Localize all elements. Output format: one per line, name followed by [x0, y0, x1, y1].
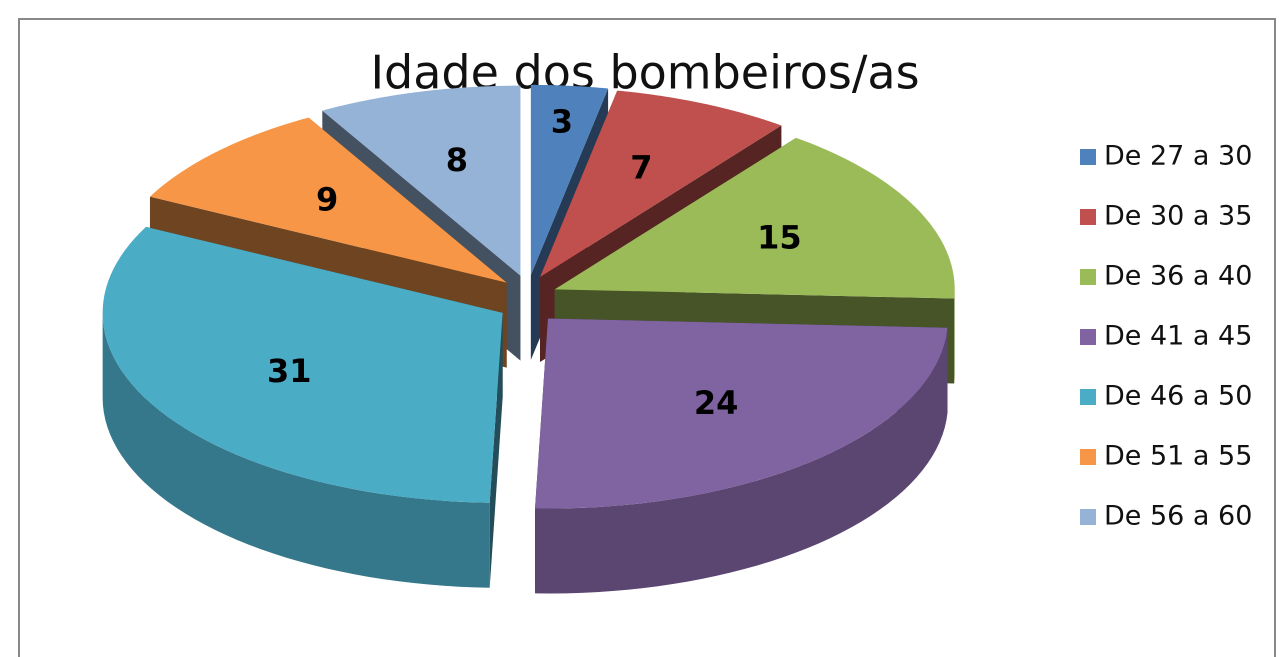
legend-label: De 41 a 45 [1104, 321, 1252, 352]
slice-wall [102, 312, 490, 588]
data-label: 8 [446, 141, 468, 179]
slice-top [540, 90, 782, 278]
data-label: 9 [316, 180, 338, 218]
legend-swatch [1080, 209, 1096, 225]
data-label: 31 [267, 352, 312, 390]
data-label: 7 [630, 148, 652, 186]
slice-top [149, 117, 507, 283]
legend-swatch [1080, 449, 1096, 465]
legend-swatch [1080, 329, 1096, 345]
slice-top [530, 84, 609, 275]
legend-swatch [1080, 269, 1096, 285]
data-label: 15 [757, 218, 802, 256]
slice-top [535, 318, 948, 509]
legend-label: De 30 a 35 [1104, 201, 1252, 232]
legend-label: De 27 a 30 [1104, 141, 1252, 172]
slice-top [554, 137, 955, 299]
legend-swatch [1080, 149, 1096, 165]
legend-swatch [1080, 509, 1096, 525]
legend-swatch [1080, 389, 1096, 405]
legend-label: De 36 a 40 [1104, 261, 1252, 292]
legend-label: De 56 a 60 [1104, 501, 1252, 532]
slice [535, 318, 948, 594]
legend-label: De 51 a 55 [1104, 441, 1252, 472]
data-label: 3 [551, 103, 573, 141]
slice [102, 226, 503, 588]
slice-top [322, 85, 521, 276]
legend-label: De 46 a 50 [1104, 381, 1252, 412]
slice-wall [535, 327, 948, 594]
slice-top [102, 226, 503, 503]
data-label: 24 [694, 384, 739, 422]
